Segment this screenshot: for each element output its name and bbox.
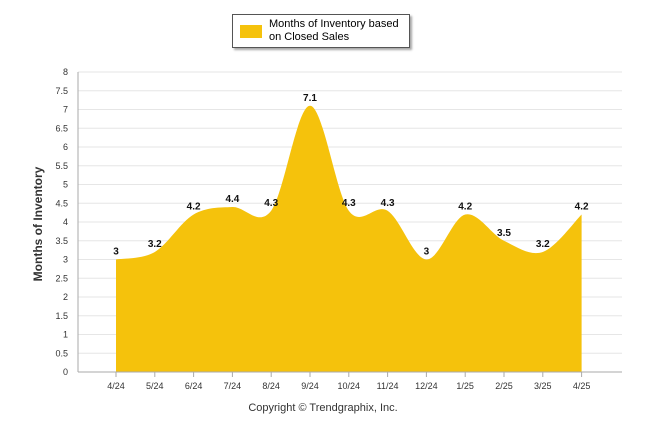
y-tick-label: 4 [63, 217, 68, 227]
y-tick-label: 2.5 [55, 273, 68, 283]
legend-label: Months of Inventory based on Closed Sale… [269, 18, 399, 43]
data-label: 3.2 [536, 239, 550, 250]
data-label: 3.2 [148, 239, 162, 250]
axes [77, 72, 622, 377]
data-label: 4.2 [575, 202, 589, 213]
y-tick-label: 6 [63, 142, 68, 152]
data-label: 3.5 [497, 228, 511, 239]
y-tick-labels: 0 0.5 1 1.5 2 2.5 3 3.5 4 4.5 5 5.5 6 6.5 7 7.5 8 [55, 67, 68, 377]
y-tick-label: 3 [63, 255, 68, 265]
y-tick-label: 0 [63, 367, 68, 377]
x-tick-label: 10/24 [338, 381, 361, 391]
x-tick-label: 12/24 [415, 381, 438, 391]
y-tick-label: 6.5 [55, 123, 68, 133]
x-tick-label: 1/25 [456, 381, 474, 391]
y-tick-label: 0.5 [55, 348, 68, 358]
y-tick-label: 5.5 [55, 161, 68, 171]
y-tick-label: 7 [63, 105, 68, 115]
area-series [116, 105, 582, 372]
data-label: 4.3 [381, 198, 395, 209]
y-axis-label: Months of Inventory [31, 166, 45, 282]
data-label: 3 [424, 247, 430, 258]
x-tick-label: 8/24 [262, 381, 280, 391]
data-label: 4.2 [458, 202, 472, 213]
y-tick-label: 2 [63, 292, 68, 302]
y-tick-label: 7.5 [55, 86, 68, 96]
x-tick-label: 2/25 [495, 381, 513, 391]
y-tick-label: 1 [63, 330, 68, 340]
x-tick-label: 5/24 [146, 381, 164, 391]
x-tick-label: 9/24 [301, 381, 319, 391]
x-tick-label: 11/24 [377, 381, 399, 391]
y-tick-label: 4.5 [55, 198, 68, 208]
data-labels: 3 3.2 4.2 4.4 4.3 7.1 4.3 4.3 3 4.2 3.5 3.2 4.2 [113, 93, 589, 258]
area-fill [116, 105, 582, 372]
data-label: 3 [113, 247, 119, 258]
y-tick-label: 3.5 [55, 236, 68, 246]
data-label: 4.3 [342, 198, 356, 209]
x-tick-labels: 4/24 5/24 6/24 7/24 8/24 9/24 10/24 11/24 12/24 1… [107, 381, 590, 391]
x-tick-label: 6/24 [185, 381, 203, 391]
y-tick-label: 1.5 [55, 311, 68, 321]
legend-swatch [240, 25, 262, 38]
data-label: 4.3 [264, 198, 278, 209]
x-tick-label: 4/25 [573, 381, 591, 391]
data-label: 7.1 [303, 93, 317, 104]
x-tick-label: 4/24 [107, 381, 125, 391]
data-label: 4.2 [187, 202, 201, 213]
copyright-text: Copyright © Trendgraphix, Inc. [248, 402, 398, 414]
y-tick-label: 5 [63, 180, 68, 190]
x-tick-label: 7/24 [224, 381, 242, 391]
x-tick-label: 3/25 [534, 381, 552, 391]
data-label: 4.4 [225, 194, 239, 205]
y-tick-label: 8 [63, 67, 68, 77]
legend: Months of Inventory based on Closed Sale… [232, 14, 410, 48]
